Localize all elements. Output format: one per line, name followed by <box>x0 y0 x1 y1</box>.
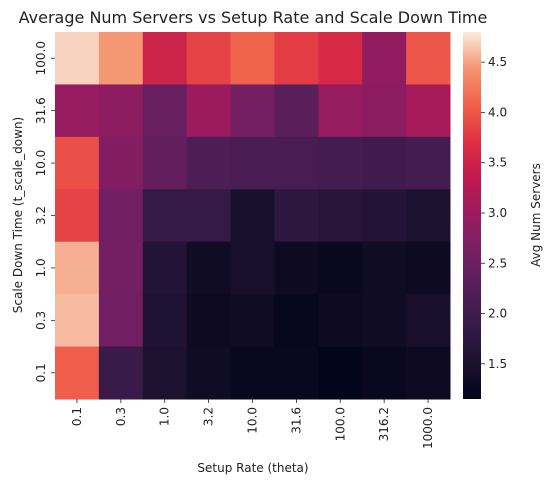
heatmap-cell <box>187 137 231 190</box>
heatmap-cell <box>274 294 318 347</box>
heatmap-cell <box>231 347 275 400</box>
heatmap-cell <box>143 32 187 85</box>
colorbar-label: Avg Num Servers <box>529 163 543 267</box>
heatmap-cell <box>99 242 143 295</box>
colorbar-tick-label: 2.5 <box>488 256 507 270</box>
heatmap-cell <box>318 294 362 347</box>
heatmap-cell <box>187 242 231 295</box>
x-tick-label: 100.0 <box>333 407 347 441</box>
y-tick-labels: 100.0 31.6 10.0 3.2 1.0 0.3 0.1 <box>34 41 55 382</box>
heatmap-cell <box>99 189 143 242</box>
colorbar-tick-label: 4.0 <box>488 105 507 119</box>
heatmap-cell <box>406 294 450 347</box>
heatmap-cell <box>406 242 450 295</box>
x-tick-label: 1.0 <box>158 407 172 426</box>
heatmap-cell <box>274 32 318 85</box>
heatmap-cell <box>231 137 275 190</box>
heatmap-cell <box>143 242 187 295</box>
y-tick-label: 0.3 <box>34 311 48 330</box>
heatmap-cell <box>362 189 406 242</box>
heatmap-cell <box>362 32 406 85</box>
heatmap-cell <box>55 242 99 295</box>
x-tick-label: 0.1 <box>70 407 84 426</box>
heatmap-cell <box>318 189 362 242</box>
heatmap-cell <box>187 32 231 85</box>
heatmap-cell <box>362 347 406 400</box>
heatmap-cell <box>55 347 99 400</box>
heatmap-cells <box>55 32 451 400</box>
heatmap-cell <box>406 84 450 137</box>
colorbar-tick-label: 3.0 <box>488 206 507 220</box>
heatmap-cell <box>362 294 406 347</box>
heatmap-cell <box>99 84 143 137</box>
heatmap-cell <box>55 294 99 347</box>
heatmap-cell <box>99 294 143 347</box>
heatmap-cell <box>99 32 143 85</box>
x-tick-label: 316.2 <box>377 407 391 441</box>
heatmap-cell <box>143 137 187 190</box>
y-tick-label: 3.2 <box>34 206 48 225</box>
x-tick-label: 3.2 <box>202 407 216 426</box>
heatmap-cell <box>274 242 318 295</box>
heatmap-cell <box>143 294 187 347</box>
heatmap-cell <box>187 347 231 400</box>
heatmap-cell <box>231 84 275 137</box>
heatmap-cell <box>231 32 275 85</box>
heatmap-cell <box>362 137 406 190</box>
heatmap-cell <box>318 32 362 85</box>
heatmap-cell <box>55 189 99 242</box>
colorbar-tick-label: 3.5 <box>488 156 507 170</box>
heatmap-cell <box>231 189 275 242</box>
heatmap-cell <box>318 137 362 190</box>
heatmap-cell <box>274 189 318 242</box>
heatmap-cell <box>318 84 362 137</box>
heatmap-cell <box>318 242 362 295</box>
heatmap-cell <box>187 294 231 347</box>
x-tick-label: 10.0 <box>246 407 260 434</box>
colorbar-tick-label: 1.5 <box>488 357 507 371</box>
heatmap-cell <box>274 347 318 400</box>
colorbar <box>463 32 481 399</box>
heatmap-cell <box>55 32 99 85</box>
y-tick-label: 0.1 <box>34 363 48 382</box>
x-tick-label: 1000.0 <box>421 407 435 449</box>
heatmap-cell <box>274 137 318 190</box>
heatmap-cell <box>362 242 406 295</box>
y-tick-label: 31.6 <box>34 97 48 124</box>
heatmap-cell <box>406 347 450 400</box>
heatmap-cell <box>143 347 187 400</box>
heatmap-cell <box>362 84 406 137</box>
heatmap-cell <box>55 137 99 190</box>
heatmap-cell <box>55 84 99 137</box>
x-axis-label: Setup Rate (theta) <box>197 461 308 475</box>
colorbar-tick-label: 4.5 <box>488 55 507 69</box>
colorbar-ticks: 1.5 2.0 2.5 3.0 3.5 4.0 4.5 <box>481 55 507 371</box>
heatmap-cell <box>99 347 143 400</box>
x-tick-label: 0.3 <box>114 407 128 426</box>
heatmap-cell <box>406 137 450 190</box>
heatmap-cell <box>231 242 275 295</box>
x-tick-label: 31.6 <box>289 407 303 434</box>
y-axis-label: Scale Down Time (t_scale_down) <box>11 117 25 313</box>
heatmap-cell <box>99 137 143 190</box>
chart-title: Average Num Servers vs Setup Rate and Sc… <box>19 8 488 27</box>
heatmap-cell <box>318 347 362 400</box>
y-tick-label: 100.0 <box>34 41 48 75</box>
heatmap-cell <box>143 84 187 137</box>
y-tick-label: 10.0 <box>34 150 48 177</box>
heatmap-cell <box>143 189 187 242</box>
heatmap-cell <box>231 294 275 347</box>
heatmap-cell <box>406 189 450 242</box>
heatmap-cell <box>187 84 231 137</box>
x-tick-labels: 0.1 0.3 1.0 3.2 10.0 31.6 100.0 316.2 1000.0 <box>70 399 435 449</box>
colorbar-tick-label: 2.0 <box>488 307 507 321</box>
heatmap-cell <box>406 32 450 85</box>
heatmap-cell <box>187 189 231 242</box>
y-tick-label: 1.0 <box>34 258 48 277</box>
heatmap-cell <box>274 84 318 137</box>
